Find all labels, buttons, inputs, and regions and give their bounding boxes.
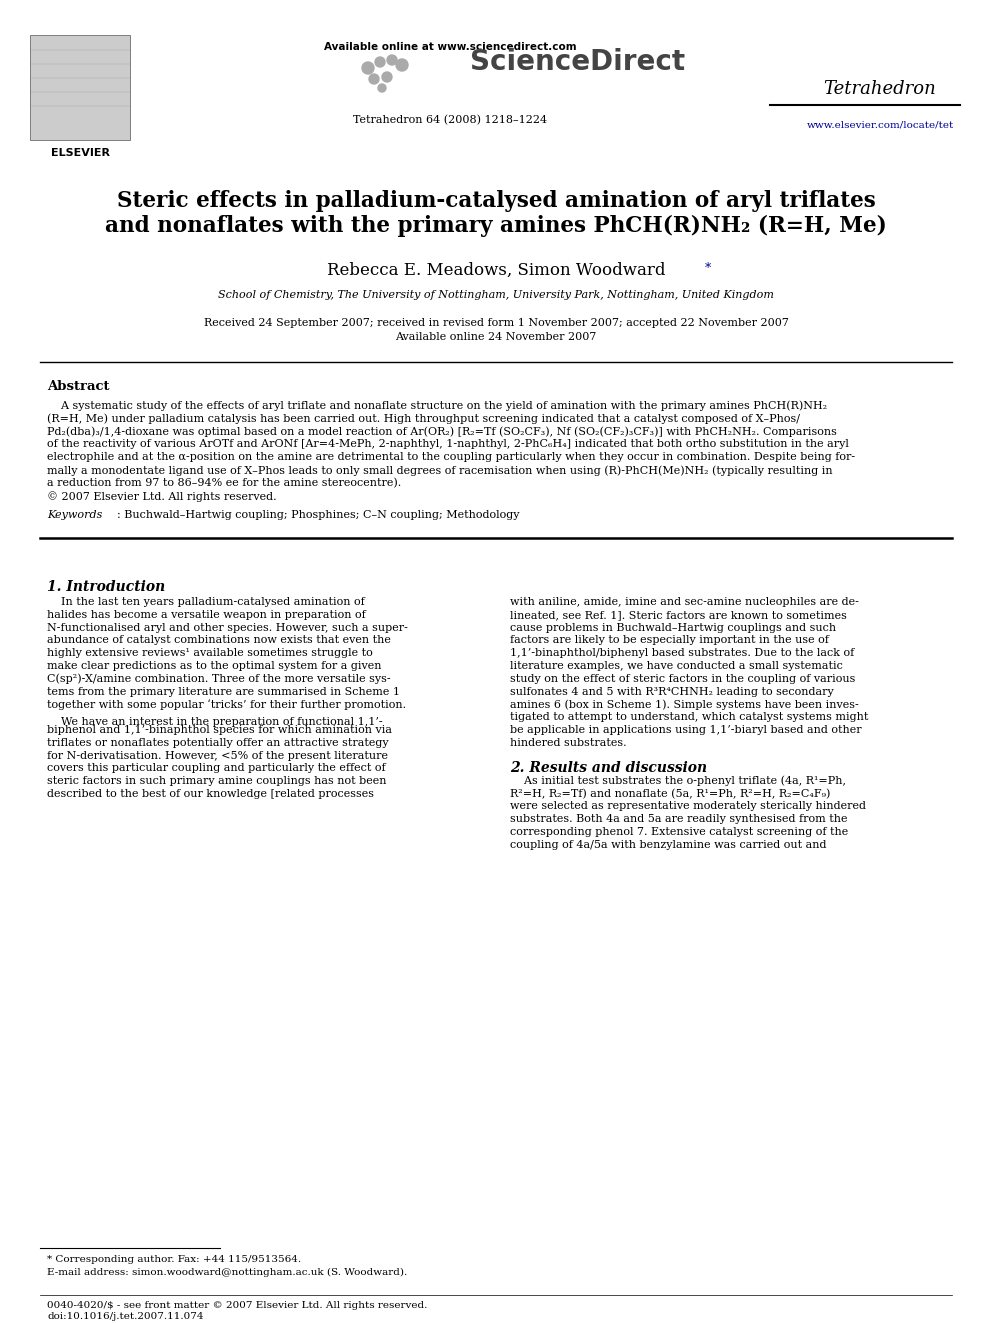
Text: N-functionalised aryl and other species. However, such a super-: N-functionalised aryl and other species.…: [47, 623, 408, 632]
Text: 1. Introduction: 1. Introduction: [47, 579, 166, 594]
Text: Keywords: Keywords: [47, 509, 102, 520]
Text: together with some popular ‘tricks’ for their further promotion.: together with some popular ‘tricks’ for …: [47, 700, 406, 710]
Text: halides has become a versatile weapon in preparation of: halides has become a versatile weapon in…: [47, 610, 366, 619]
Text: highly extensive reviews¹ available sometimes struggle to: highly extensive reviews¹ available some…: [47, 648, 373, 659]
Circle shape: [387, 56, 397, 65]
Text: In the last ten years palladium-catalysed amination of: In the last ten years palladium-catalyse…: [47, 597, 365, 607]
Text: Available online at www.sciencedirect.com: Available online at www.sciencedirect.co…: [323, 42, 576, 52]
Text: tigated to attempt to understand, which catalyst systems might: tigated to attempt to understand, which …: [510, 712, 868, 722]
Text: electrophile and at the α-position on the amine are detrimental to the coupling : electrophile and at the α-position on th…: [47, 452, 855, 462]
Text: We have an interest in the preparation of functional 1,1’-: We have an interest in the preparation o…: [47, 717, 383, 728]
Text: Available online 24 November 2007: Available online 24 November 2007: [396, 332, 596, 343]
Text: Rebecca E. Meadows, Simon Woodward: Rebecca E. Meadows, Simon Woodward: [326, 262, 666, 279]
Text: biphenol and 1,1’-binaphthol species for which amination via: biphenol and 1,1’-binaphthol species for…: [47, 725, 392, 736]
Text: Tetrahedron: Tetrahedron: [823, 79, 936, 98]
Circle shape: [396, 60, 408, 71]
Text: hindered substrates.: hindered substrates.: [510, 738, 627, 747]
Text: study on the effect of steric factors in the coupling of various: study on the effect of steric factors in…: [510, 673, 855, 684]
Text: Tetrahedron 64 (2008) 1218–1224: Tetrahedron 64 (2008) 1218–1224: [353, 115, 547, 126]
Text: lineated, see Ref. 1]. Steric factors are known to sometimes: lineated, see Ref. 1]. Steric factors ar…: [510, 610, 847, 619]
Text: abundance of catalyst combinations now exists that even the: abundance of catalyst combinations now e…: [47, 635, 391, 646]
Text: were selected as representative moderately sterically hindered: were selected as representative moderate…: [510, 802, 866, 811]
Text: E-mail address: simon.woodward@nottingham.ac.uk (S. Woodward).: E-mail address: simon.woodward@nottingha…: [47, 1267, 408, 1277]
Text: C(sp²)-X/amine combination. Three of the more versatile sys-: C(sp²)-X/amine combination. Three of the…: [47, 673, 391, 684]
Text: Steric effects in palladium-catalysed amination of aryl triflates: Steric effects in palladium-catalysed am…: [117, 191, 875, 212]
Text: ScienceDirect: ScienceDirect: [470, 48, 685, 75]
Text: mally a monodentate ligand use of X–Phos leads to only small degrees of racemisa: mally a monodentate ligand use of X–Phos…: [47, 464, 832, 475]
Circle shape: [369, 74, 379, 83]
Text: steric factors in such primary amine couplings has not been: steric factors in such primary amine cou…: [47, 777, 387, 786]
Text: covers this particular coupling and particularly the effect of: covers this particular coupling and part…: [47, 763, 386, 774]
Text: literature examples, we have conducted a small systematic: literature examples, we have conducted a…: [510, 662, 843, 671]
Text: Abstract: Abstract: [47, 380, 109, 393]
Text: As initial test substrates the o-phenyl triflate (4a, R¹=Ph,: As initial test substrates the o-phenyl …: [510, 775, 846, 786]
Text: R²=H, R₂=Tf) and nonaflate (5a, R¹=Ph, R²=H, R₂=C₄F₉): R²=H, R₂=Tf) and nonaflate (5a, R¹=Ph, R…: [510, 789, 830, 799]
Text: www.elsevier.com/locate/tet: www.elsevier.com/locate/tet: [806, 120, 953, 130]
Text: substrates. Both 4a and 5a are readily synthesised from the: substrates. Both 4a and 5a are readily s…: [510, 814, 847, 824]
Text: : Buchwald–Hartwig coupling; Phosphines; C–N coupling; Methodology: : Buchwald–Hartwig coupling; Phosphines;…: [117, 509, 520, 520]
Text: 0040-4020/$ - see front matter © 2007 Elsevier Ltd. All rights reserved.: 0040-4020/$ - see front matter © 2007 El…: [47, 1301, 428, 1310]
Text: make clear predictions as to the optimal system for a given: make clear predictions as to the optimal…: [47, 662, 382, 671]
Text: Received 24 September 2007; received in revised form 1 November 2007; accepted 2: Received 24 September 2007; received in …: [203, 318, 789, 328]
Text: A systematic study of the effects of aryl triflate and nonaflate structure on th: A systematic study of the effects of ary…: [47, 400, 827, 410]
Text: with aniline, amide, imine and sec-amine nucleophiles are de-: with aniline, amide, imine and sec-amine…: [510, 597, 859, 607]
Text: for N-derivatisation. However, <5% of the present literature: for N-derivatisation. However, <5% of th…: [47, 750, 388, 761]
Text: *: *: [705, 262, 711, 275]
Circle shape: [362, 62, 374, 74]
Circle shape: [375, 57, 385, 67]
Circle shape: [382, 71, 392, 82]
Text: * Corresponding author. Fax: +44 115/9513564.: * Corresponding author. Fax: +44 115/951…: [47, 1256, 302, 1263]
Text: cause problems in Buchwald–Hartwig couplings and such: cause problems in Buchwald–Hartwig coupl…: [510, 623, 836, 632]
Text: © 2007 Elsevier Ltd. All rights reserved.: © 2007 Elsevier Ltd. All rights reserved…: [47, 491, 277, 501]
Text: (R=H, Me) under palladium catalysis has been carried out. High throughput screen: (R=H, Me) under palladium catalysis has …: [47, 413, 800, 423]
Text: described to the best of our knowledge [related processes: described to the best of our knowledge […: [47, 789, 374, 799]
Text: Pd₂(dba)₃/1,4-dioxane was optimal based on a model reaction of Ar(OR₂) [R₂=Tf (S: Pd₂(dba)₃/1,4-dioxane was optimal based …: [47, 426, 837, 437]
Text: corresponding phenol 7. Extensive catalyst screening of the: corresponding phenol 7. Extensive cataly…: [510, 827, 848, 837]
Text: factors are likely to be especially important in the use of: factors are likely to be especially impo…: [510, 635, 829, 646]
Circle shape: [378, 83, 386, 93]
Text: triflates or nonaflates potentially offer an attractive strategy: triflates or nonaflates potentially offe…: [47, 738, 389, 747]
Text: of the reactivity of various ArOTf and ArONf [Ar=4-MePh, 2-naphthyl, 1-naphthyl,: of the reactivity of various ArOTf and A…: [47, 439, 849, 448]
Text: School of Chemistry, The University of Nottingham, University Park, Nottingham, : School of Chemistry, The University of N…: [218, 290, 774, 300]
Text: and nonaflates with the primary amines PhCH(R)NH₂ (R=H, Me): and nonaflates with the primary amines P…: [105, 216, 887, 237]
Text: 2. Results and discussion: 2. Results and discussion: [510, 761, 707, 774]
Text: be applicable in applications using 1,1’-biaryl based and other: be applicable in applications using 1,1’…: [510, 725, 862, 736]
Text: coupling of 4a/5a with benzylamine was carried out and: coupling of 4a/5a with benzylamine was c…: [510, 840, 826, 849]
Text: 1,1’-binaphthol/biphenyl based substrates. Due to the lack of: 1,1’-binaphthol/biphenyl based substrate…: [510, 648, 854, 659]
Bar: [30, 34, 130, 140]
Text: a reduction from 97 to 86–94% ee for the amine stereocentre).: a reduction from 97 to 86–94% ee for the…: [47, 478, 401, 488]
Text: tems from the primary literature are summarised in Scheme 1: tems from the primary literature are sum…: [47, 687, 400, 697]
Text: amines 6 (box in Scheme 1). Simple systems have been inves-: amines 6 (box in Scheme 1). Simple syste…: [510, 700, 859, 710]
Text: doi:10.1016/j.tet.2007.11.074: doi:10.1016/j.tet.2007.11.074: [47, 1312, 203, 1320]
Text: ELSEVIER: ELSEVIER: [51, 148, 109, 157]
Text: sulfonates 4 and 5 with R³R⁴CHNH₂ leading to secondary: sulfonates 4 and 5 with R³R⁴CHNH₂ leadin…: [510, 687, 833, 697]
